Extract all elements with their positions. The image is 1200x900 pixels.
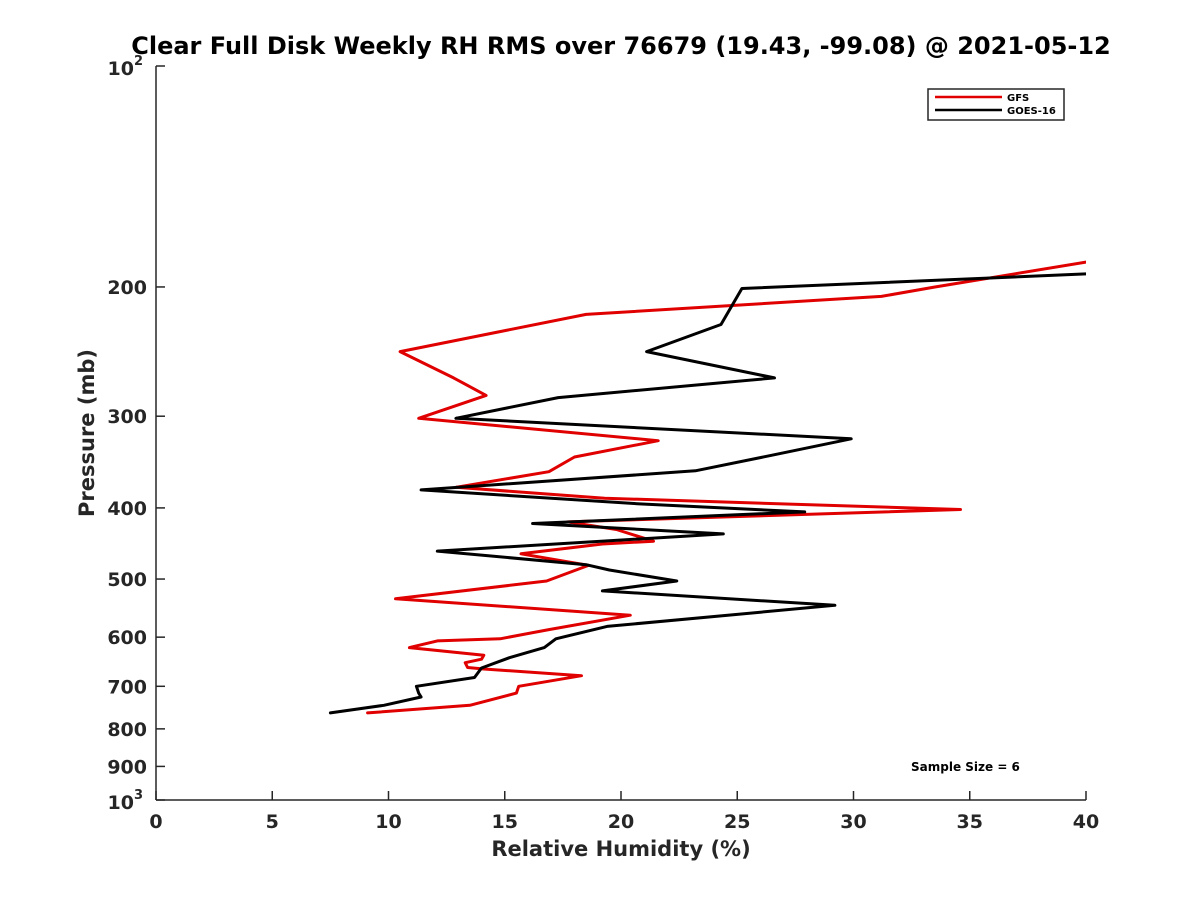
y-tick-label-exponent: 2 (134, 54, 143, 69)
y-tick-label-base: 10 (108, 58, 134, 80)
x-tick-label: 5 (266, 811, 279, 833)
legend-label-goes-16: GOES-16 (1007, 106, 1056, 117)
y-tick-label: 300 (107, 406, 147, 428)
series-line-goes-16 (328, 272, 1086, 715)
legend-label-gfs: GFS (1007, 93, 1029, 104)
y-tick-label: 500 (107, 569, 147, 591)
legend: GFS GOES-16 (927, 88, 1065, 121)
y-tick-label: 200 (107, 277, 147, 299)
x-tick-label: 20 (608, 811, 634, 833)
x-ticks: 0 5 10 15 20 25 30 35 40 (149, 791, 1099, 833)
y-tick-label-base: 10 (108, 792, 134, 814)
x-tick-label: 35 (957, 811, 983, 833)
x-axis-label: Relative Humidity (%) (491, 837, 750, 861)
sample-size-annotation: Sample Size = 6 (911, 760, 1020, 774)
x-tick-label: 10 (375, 811, 401, 833)
y-axis-label: Pressure (mb) (75, 349, 99, 517)
x-tick-label: 25 (724, 811, 750, 833)
plot-area (156, 66, 1086, 800)
x-tick-label: 0 (149, 811, 162, 833)
x-tick-label: 40 (1073, 811, 1099, 833)
legend-box (927, 88, 1065, 121)
series-layer (328, 260, 1086, 715)
y-tick-label: 700 (107, 676, 147, 698)
chart-title: Clear Full Disk Weekly RH RMS over 76679… (131, 32, 1111, 60)
x-tick-label: 15 (492, 811, 518, 833)
y-tick-label: 800 (107, 719, 147, 741)
y-tick-label: 400 (107, 498, 147, 520)
y-tick-label: 900 (107, 756, 147, 778)
y-tick-label: 600 (107, 627, 147, 649)
series-line-gfs (366, 260, 1086, 715)
y-tick-label-exponent: 3 (134, 788, 143, 803)
x-tick-label: 30 (840, 811, 866, 833)
